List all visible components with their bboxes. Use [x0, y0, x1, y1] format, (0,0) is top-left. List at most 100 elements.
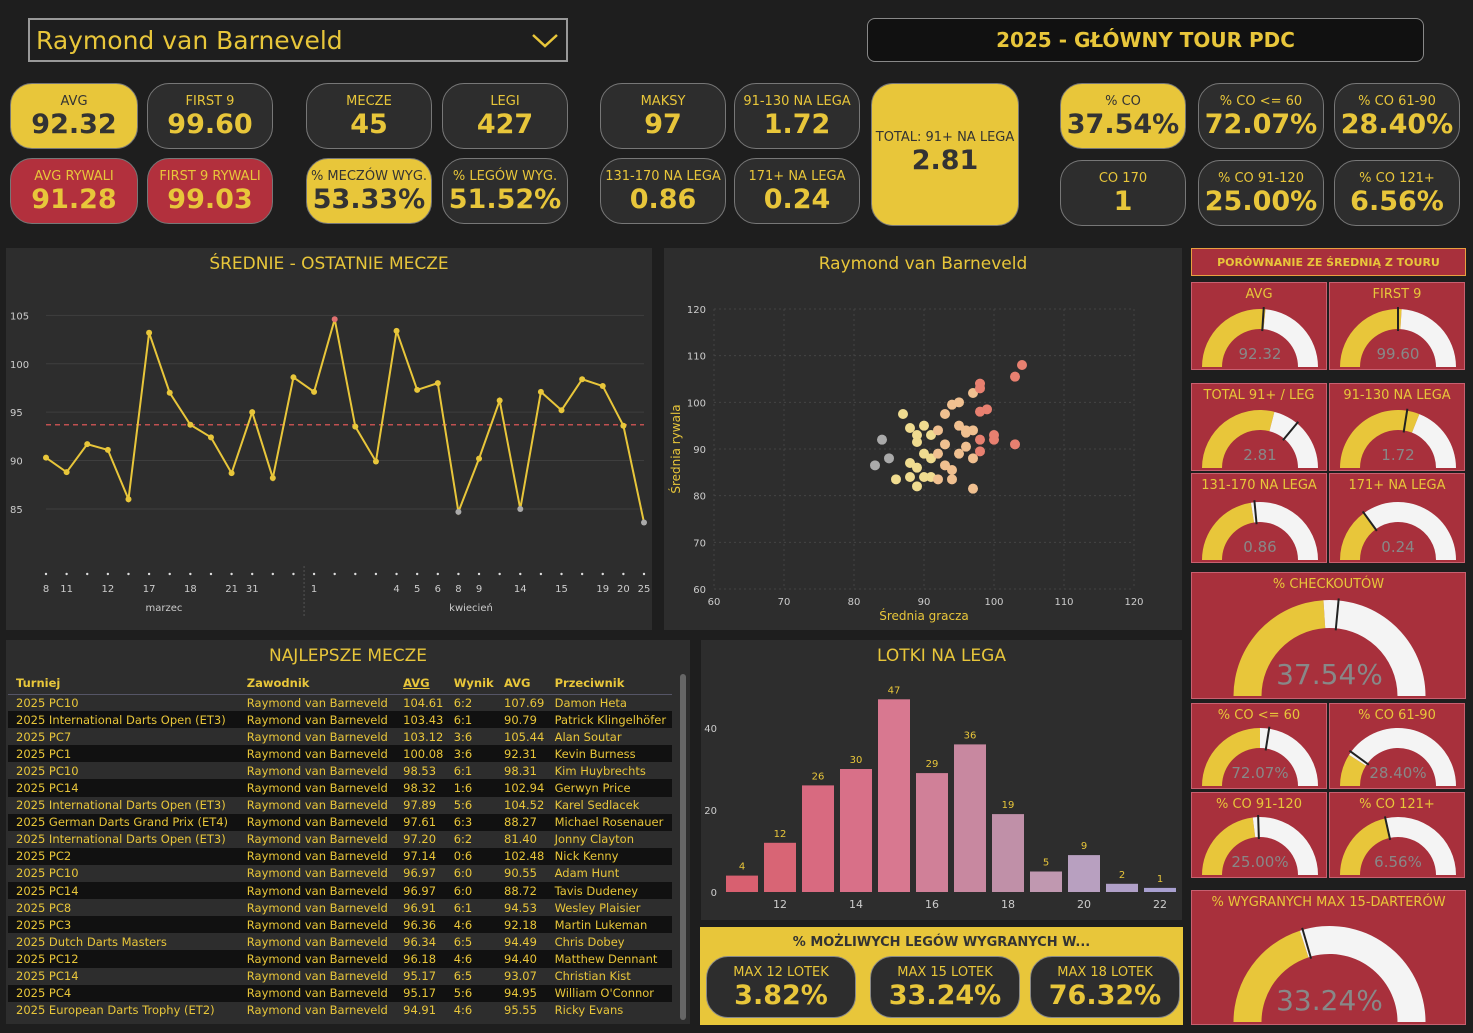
data-point[interactable] — [476, 455, 483, 462]
scatter-point[interactable] — [940, 439, 950, 450]
table-row[interactable]: 2025 PC14 Raymond van Barneveld 98.32 1:6 10… — [8, 779, 672, 797]
bar[interactable] — [726, 875, 758, 892]
table-row[interactable]: 2025 PC1 Raymond van Barneveld 100.08 3:6 92… — [8, 745, 672, 763]
scatter-point[interactable] — [989, 430, 999, 440]
data-point[interactable] — [63, 469, 70, 476]
scatter-point[interactable] — [933, 448, 943, 459]
scatter-point[interactable] — [933, 425, 943, 436]
table-row[interactable]: 2025 PC3 Raymond van Barneveld 96.36 4:6 92.… — [8, 916, 672, 934]
table-row[interactable]: 2025 PC7 Raymond van Barneveld 103.12 3:6 10… — [8, 728, 672, 745]
table-row[interactable]: 2025 PC10 Raymond van Barneveld 96.97 6:0 90… — [8, 865, 672, 882]
player-dropdown[interactable]: Raymond van Barneveld — [28, 18, 568, 62]
data-point[interactable] — [455, 508, 462, 515]
scatter-point[interactable] — [1017, 360, 1027, 370]
bar[interactable] — [840, 769, 872, 892]
table-row[interactable]: 2025 PC4 Raymond van Barneveld 95.17 5:6 94.… — [8, 984, 672, 1002]
data-point[interactable] — [104, 446, 111, 453]
data-point[interactable] — [537, 388, 544, 395]
bar[interactable] — [1068, 855, 1100, 892]
data-point[interactable] — [249, 409, 256, 416]
table-row[interactable]: 2025 PC8 Raymond van Barneveld 96.91 6:1 94.… — [8, 899, 672, 916]
data-point[interactable] — [620, 422, 627, 429]
column-header[interactable]: AVG — [403, 675, 430, 690]
scatter-point[interactable] — [947, 474, 957, 485]
column-header[interactable]: Turniej — [16, 675, 61, 690]
data-point[interactable] — [352, 423, 359, 430]
data-point[interactable] — [228, 470, 235, 477]
scatter-point[interactable] — [1010, 371, 1020, 382]
table-row[interactable]: 2025 International Darts Open (ET3) Raymo… — [8, 797, 672, 814]
column-header[interactable]: AVG — [504, 675, 531, 690]
scatter-point[interactable] — [884, 453, 894, 464]
data-point[interactable] — [290, 374, 297, 381]
scatter-point[interactable] — [954, 448, 964, 459]
scatter-point[interactable] — [898, 409, 908, 419]
scatter-point[interactable] — [870, 460, 880, 471]
data-point[interactable] — [496, 397, 503, 404]
scatter-point[interactable] — [968, 425, 978, 436]
scatter-point[interactable] — [961, 441, 971, 452]
table-row[interactable]: 2025 PC12 Raymond van Barneveld 96.18 4:6 94… — [8, 950, 672, 968]
bar[interactable] — [954, 744, 986, 892]
data-point[interactable] — [372, 458, 379, 465]
table-row[interactable]: 2025 PC14 Raymond van Barneveld 96.97 6:0 88… — [8, 882, 672, 900]
scatter-point[interactable] — [919, 472, 929, 482]
scatter-point[interactable] — [975, 446, 985, 457]
bar[interactable] — [1030, 871, 1062, 893]
table-row[interactable]: 2025 International Darts Open (ET3) Raymo… — [8, 831, 672, 848]
column-header[interactable]: Zawodnik — [246, 675, 310, 690]
scatter-point[interactable] — [919, 420, 929, 431]
data-point[interactable] — [166, 389, 173, 396]
data-point[interactable] — [146, 329, 153, 336]
scatter-point[interactable] — [975, 434, 985, 445]
table-row[interactable]: 2025 Dutch Darts Masters Raymond van Barn… — [8, 933, 672, 950]
data-point[interactable] — [43, 454, 49, 461]
scatter-point[interactable] — [1010, 439, 1020, 450]
data-point[interactable] — [207, 434, 214, 441]
data-point[interactable] — [599, 383, 606, 390]
scatter-point[interactable] — [940, 409, 950, 419]
data-point[interactable] — [579, 376, 586, 383]
data-point[interactable] — [414, 386, 421, 393]
data-point[interactable] — [393, 327, 400, 334]
table-row[interactable]: 2025 PC10 Raymond van Barneveld 104.61 6:2 1… — [8, 694, 672, 711]
data-point[interactable] — [187, 421, 194, 428]
scatter-point[interactable] — [912, 481, 922, 492]
table-row[interactable]: 2025 European Darts Trophy (ET2) Raymond … — [8, 1002, 672, 1019]
bar[interactable] — [878, 699, 910, 892]
scatter-point[interactable] — [912, 430, 922, 440]
data-point[interactable] — [641, 519, 647, 526]
data-point[interactable] — [331, 316, 338, 323]
data-point[interactable] — [434, 380, 441, 387]
scatter-point[interactable] — [912, 437, 922, 447]
table-scrollbar[interactable] — [680, 674, 686, 1020]
scatter-point[interactable] — [933, 474, 943, 485]
scatter-point[interactable] — [905, 423, 915, 433]
table-row[interactable]: 2025 PC14 Raymond van Barneveld 95.17 6:5 93… — [8, 968, 672, 985]
scatter-point[interactable] — [905, 472, 915, 482]
table-row[interactable]: 2025 International Darts Open (ET3) Raymo… — [8, 711, 672, 729]
column-header[interactable]: Przeciwnik — [554, 675, 625, 690]
scatter-point[interactable] — [982, 404, 992, 415]
column-header[interactable]: Wynik — [453, 675, 494, 690]
bar[interactable] — [1144, 887, 1176, 892]
bar[interactable] — [992, 814, 1024, 892]
table-row[interactable]: 2025 German Darts Grand Prix (ET4) Raymon… — [8, 813, 672, 831]
data-point[interactable] — [311, 388, 318, 395]
scatter-point[interactable] — [912, 462, 922, 473]
bar[interactable] — [802, 785, 834, 892]
scatter-point[interactable] — [891, 474, 901, 485]
bar[interactable] — [764, 842, 796, 892]
bar[interactable] — [1106, 883, 1138, 892]
scatter-point[interactable] — [975, 383, 985, 394]
data-point[interactable] — [84, 441, 91, 448]
data-point[interactable] — [125, 496, 132, 503]
scatter-point[interactable] — [940, 460, 950, 471]
table-row[interactable]: 2025 PC2 Raymond van Barneveld 97.14 0:6 102… — [8, 847, 672, 865]
data-point[interactable] — [269, 474, 276, 481]
scatter-point[interactable] — [968, 483, 978, 494]
scatter-point[interactable] — [968, 453, 978, 464]
scatter-point[interactable] — [954, 397, 964, 408]
table-row[interactable]: 2025 PC10 Raymond van Barneveld 98.53 6:1 98… — [8, 762, 672, 779]
data-point[interactable] — [558, 407, 565, 414]
